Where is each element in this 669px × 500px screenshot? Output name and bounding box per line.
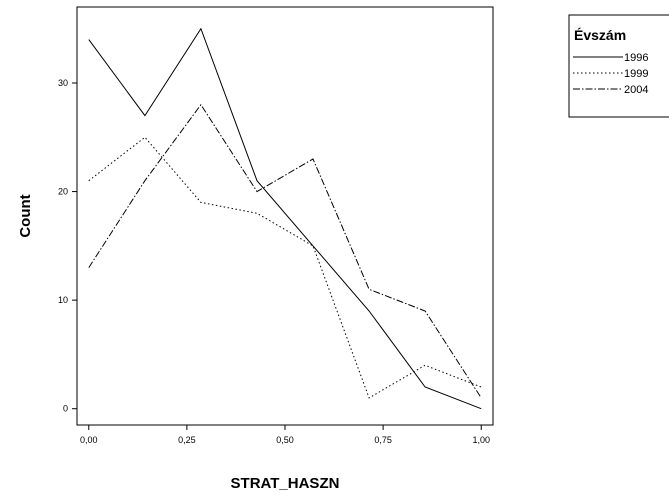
y-tick-label: 10	[58, 295, 68, 305]
series-line-1999	[88, 136, 482, 399]
y-axis-title: Count	[17, 194, 34, 237]
y-tick-label: 30	[58, 78, 68, 88]
y-tick-label: 0	[63, 404, 68, 414]
legend-label-1999: 1999	[624, 68, 648, 80]
legend-title: Évszám	[574, 27, 626, 43]
x-tick-label: 0,00	[80, 435, 98, 445]
x-tick-label: 0,25	[178, 435, 196, 445]
series-line-2004	[88, 103, 482, 399]
plot-frame	[76, 6, 494, 426]
y-tick-label: 20	[58, 187, 68, 197]
plot-area	[76, 6, 494, 426]
series-lines	[88, 27, 482, 410]
legend-items: 1996 1999 2004	[573, 52, 648, 96]
series-line-1996	[88, 27, 482, 410]
legend-label-2004: 2004	[624, 84, 648, 96]
x-tick-label: 0,50	[276, 435, 294, 445]
legend-box	[568, 14, 669, 118]
x-tick-label: 1,00	[472, 435, 490, 445]
y-axis: 0 10 20 30	[58, 78, 77, 414]
x-axis: 0,00 0,25 0,50 0,75 1,00	[80, 425, 490, 445]
x-tick-label: 0,75	[374, 435, 392, 445]
x-axis-title: STRAT_HASZN	[231, 475, 340, 492]
legend: Évszám 1996 1999 2004	[568, 14, 669, 118]
legend-label-1996: 1996	[624, 52, 648, 64]
